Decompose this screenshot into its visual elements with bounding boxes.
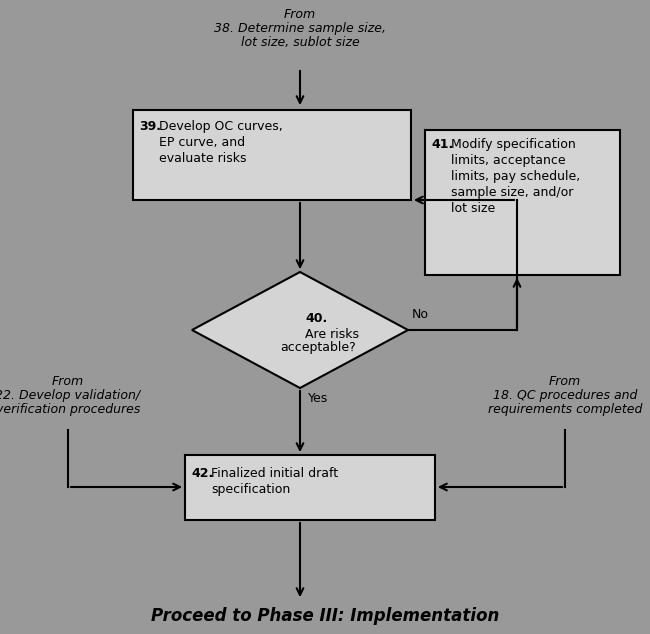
Text: From: From <box>284 8 316 21</box>
Text: From: From <box>549 375 581 388</box>
Polygon shape <box>192 272 408 388</box>
Text: acceptable?: acceptable? <box>280 342 356 354</box>
Text: limits, acceptance: limits, acceptance <box>451 154 566 167</box>
Text: Proceed to Phase III: Implementation: Proceed to Phase III: Implementation <box>151 607 499 625</box>
Text: 40.: 40. <box>305 311 327 325</box>
Text: 22. Develop validation/: 22. Develop validation/ <box>0 389 140 402</box>
Text: EP curve, and: EP curve, and <box>159 136 245 149</box>
Text: specification: specification <box>211 483 291 496</box>
Text: lot size, sublot size: lot size, sublot size <box>240 36 359 49</box>
Text: verification procedures: verification procedures <box>0 403 140 416</box>
Text: Are risks: Are risks <box>305 328 359 340</box>
Text: Yes: Yes <box>308 392 328 405</box>
Text: 39.: 39. <box>139 120 161 133</box>
Text: sample size, and/or: sample size, and/or <box>451 186 573 199</box>
Text: Develop OC curves,: Develop OC curves, <box>159 120 283 133</box>
Text: lot size: lot size <box>451 202 495 215</box>
Text: From: From <box>52 375 84 388</box>
Text: Finalized initial draft: Finalized initial draft <box>211 467 338 480</box>
Text: evaluate risks: evaluate risks <box>159 152 246 165</box>
Text: 18. QC procedures and: 18. QC procedures and <box>493 389 637 402</box>
Text: No: No <box>412 307 429 321</box>
Text: 41.: 41. <box>431 138 453 151</box>
Bar <box>133 110 411 200</box>
Text: requirements completed: requirements completed <box>488 403 642 416</box>
Text: 42.: 42. <box>191 467 213 480</box>
Text: Modify specification: Modify specification <box>451 138 576 151</box>
Bar <box>185 455 435 520</box>
Text: 38. Determine sample size,: 38. Determine sample size, <box>214 22 386 35</box>
Text: limits, pay schedule,: limits, pay schedule, <box>451 170 580 183</box>
Bar <box>425 130 620 275</box>
